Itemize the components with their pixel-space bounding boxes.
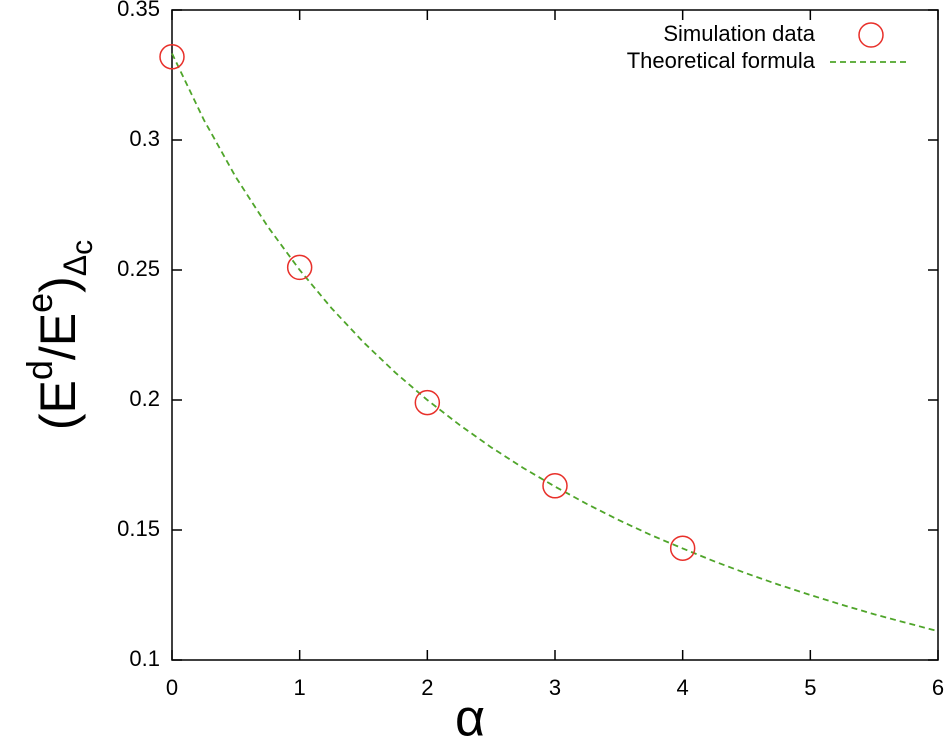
x-tick-label: 1 (294, 675, 306, 700)
x-tick-label: 4 (677, 675, 689, 700)
y-axis-label-part: ) (30, 276, 86, 293)
y-tick-label: 0.15 (117, 516, 160, 541)
y-tick-label: 0.2 (129, 386, 160, 411)
x-tick-label: 6 (932, 675, 944, 700)
data-point (542, 473, 568, 499)
y-axis-label-part: c (66, 240, 99, 255)
theory-curve (171, 53, 939, 633)
y-axis-label-part: (E (30, 380, 86, 430)
y-axis-label-part: /E (30, 313, 86, 360)
x-tick-label: 3 (549, 675, 561, 700)
y-axis-label-part: e (19, 293, 60, 313)
data-point (286, 254, 313, 281)
x-tick-label: 5 (804, 675, 816, 700)
plot-frame (171, 9, 939, 661)
y-axis-label: (Ed/Ee)Δc (19, 240, 99, 430)
legend-symbol (858, 22, 884, 48)
y-axis-label-part: Δ (57, 255, 93, 276)
data-point (414, 389, 441, 416)
data-point (159, 44, 185, 70)
y-tick-label: 0.3 (129, 126, 160, 151)
y-tick-label: 0.35 (117, 0, 160, 21)
legend-label: Theoretical formula (627, 48, 816, 73)
x-tick-label: 0 (166, 675, 178, 700)
legend-label: Simulation data (663, 21, 815, 46)
y-tick-label: 0.25 (117, 256, 160, 281)
x-axis-label: α (455, 690, 485, 748)
y-tick-label: 0.1 (129, 646, 160, 671)
data-point (669, 535, 696, 561)
y-axis-label-part: d (19, 360, 60, 380)
x-tick-label: 2 (421, 675, 433, 700)
